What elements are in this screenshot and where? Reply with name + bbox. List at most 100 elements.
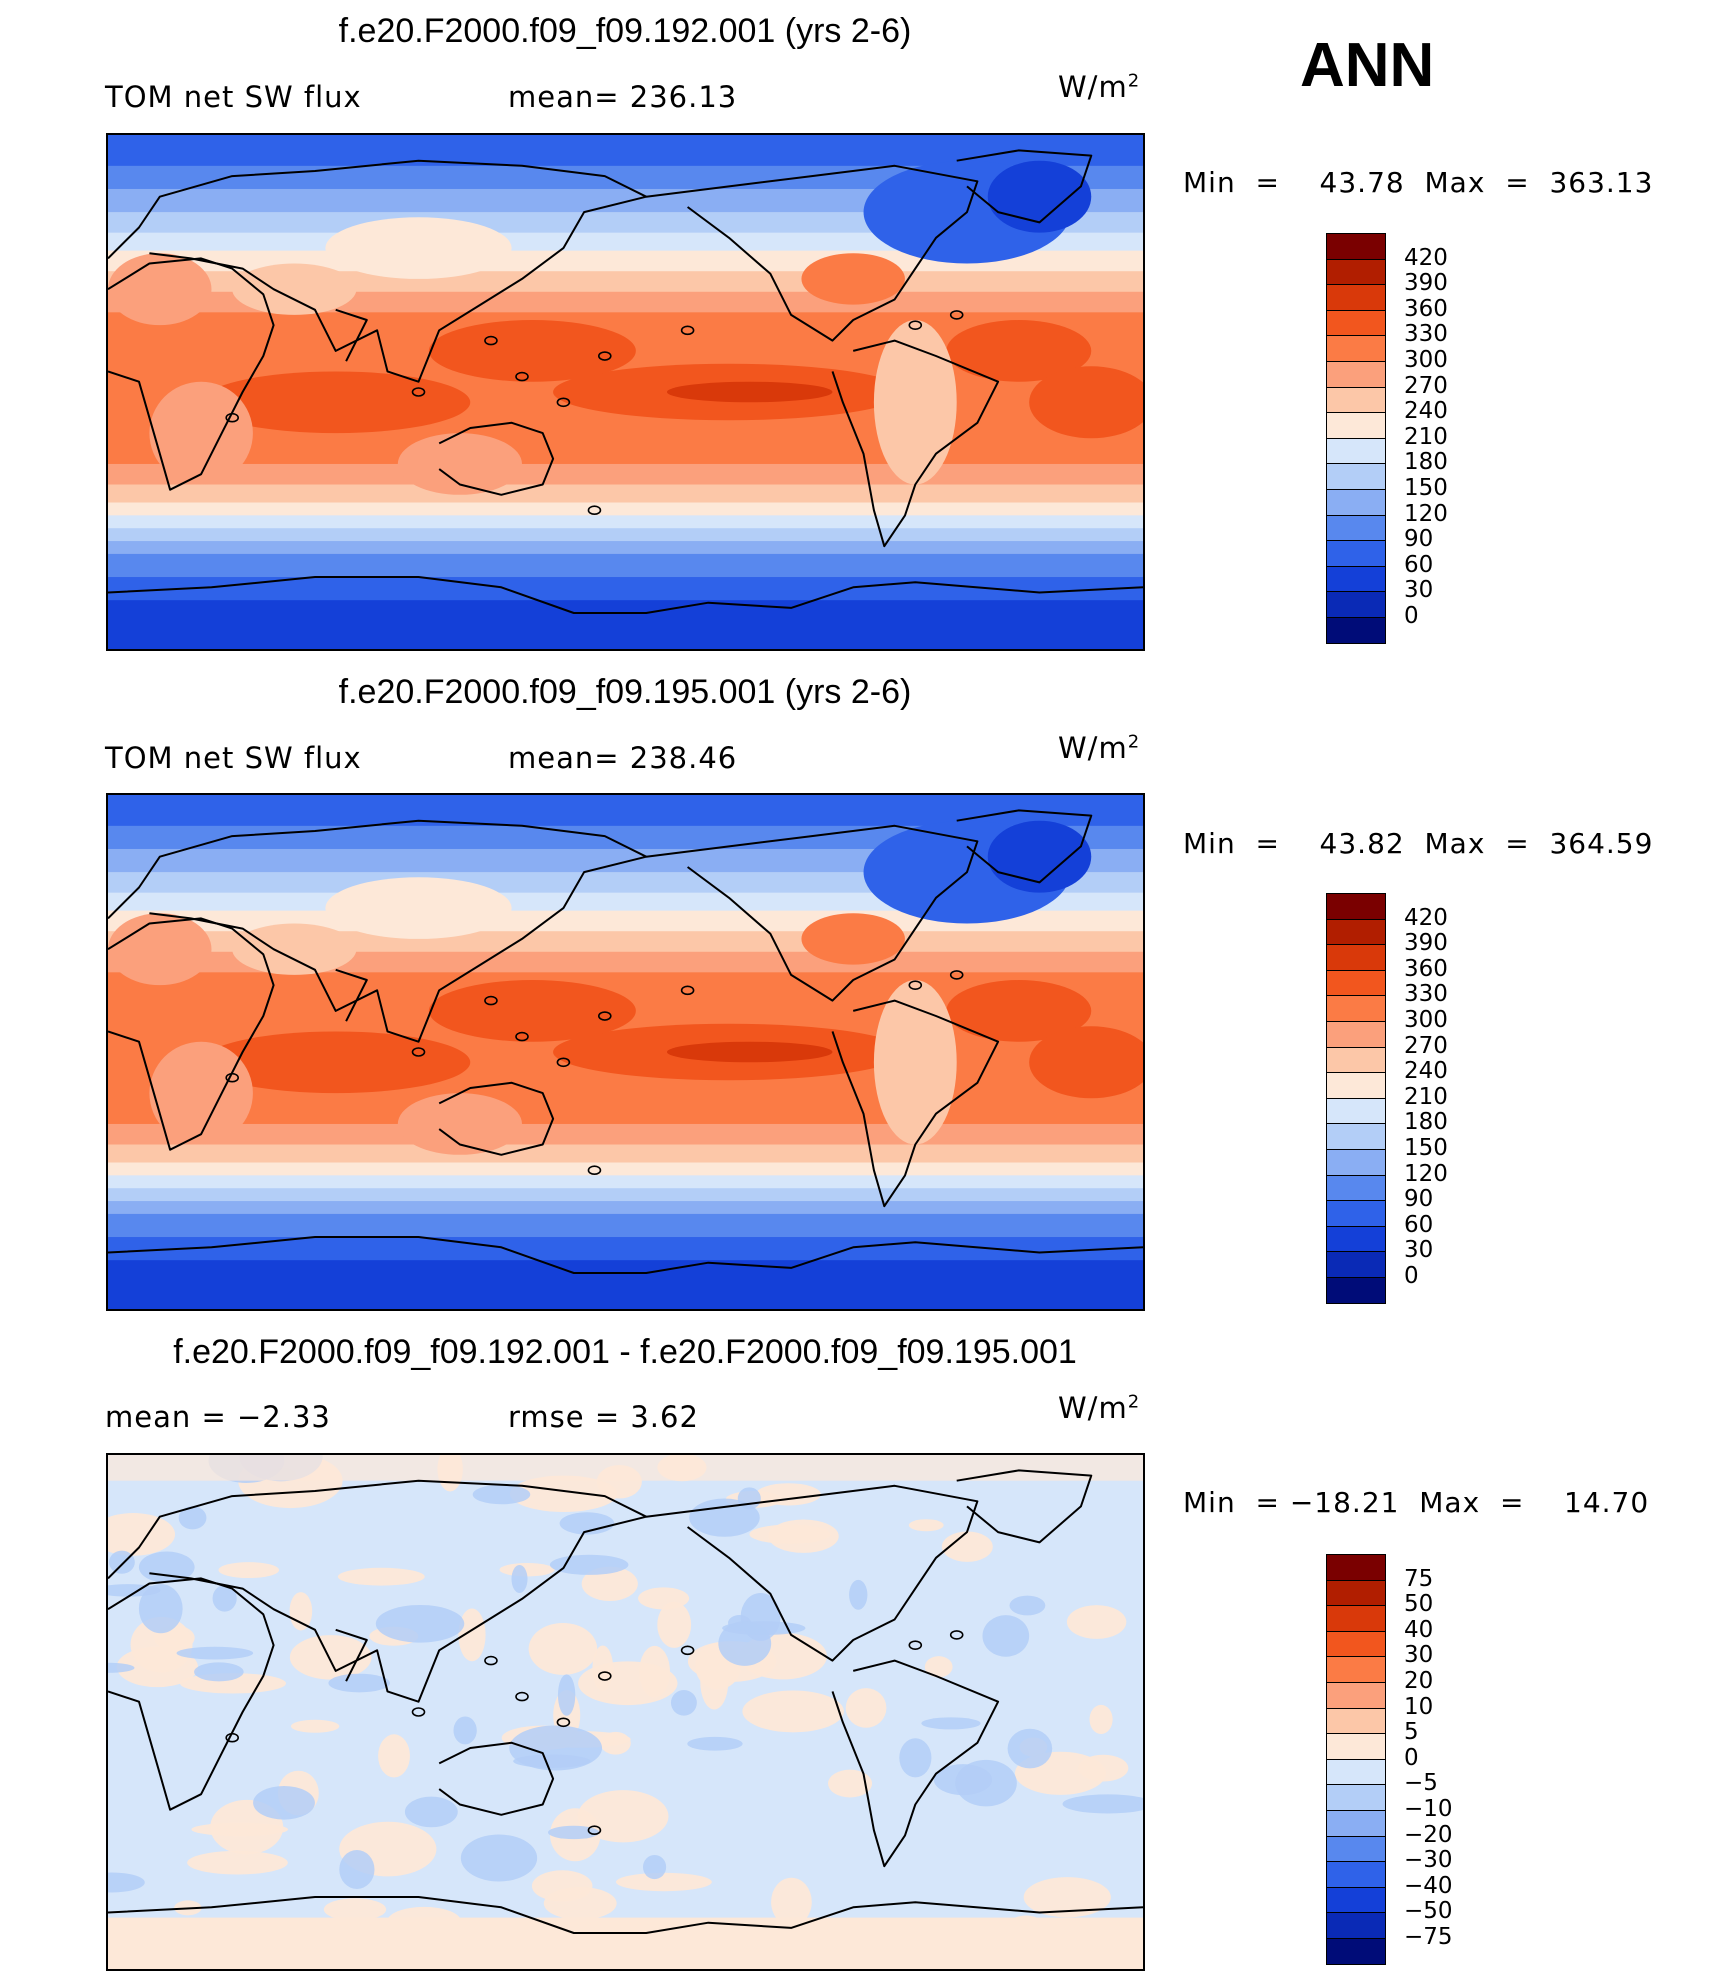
colorbar-swatch xyxy=(1326,1707,1386,1735)
colorbar-tick-label: 20 xyxy=(1404,1668,1434,1694)
colorbar-tick-label: 75 xyxy=(1404,1565,1434,1592)
colorbar-tick-label: 420 xyxy=(1404,244,1448,271)
colorbar-tick-label: 270 xyxy=(1404,1032,1448,1059)
colorbar-tick-label: 90 xyxy=(1404,1186,1434,1213)
colorbar-swatch xyxy=(1326,1835,1386,1863)
colorbar-swatch xyxy=(1326,335,1386,362)
colorbar-swatch xyxy=(1326,1277,1386,1304)
colorbar-tick-label: 5 xyxy=(1404,1719,1419,1746)
colorbar-swatch xyxy=(1326,1123,1386,1150)
colorbar-tick-label: 240 xyxy=(1404,1058,1448,1085)
colorbar-tick-label: 60 xyxy=(1404,1211,1434,1238)
colorbar-tick-label: 360 xyxy=(1404,955,1448,982)
colorbar-swatch xyxy=(1326,463,1386,490)
colorbar-swatch xyxy=(1326,386,1386,414)
colorbar-tick-label: −5 xyxy=(1404,1770,1438,1797)
colorbar-swatch xyxy=(1326,944,1386,971)
colorbar-swatch xyxy=(1326,489,1386,516)
colorbar-tick-label: −10 xyxy=(1404,1796,1453,1822)
colorbar-swatch xyxy=(1326,1886,1386,1914)
colorbar-swatch xyxy=(1326,412,1386,439)
panel-1-units: W/m2 xyxy=(1058,70,1141,104)
colorbar-tick-label: 150 xyxy=(1404,1135,1448,1161)
colorbar-swatch xyxy=(1326,1912,1386,1939)
colorbar-tick-label: 240 xyxy=(1404,398,1448,425)
colorbar-swatch xyxy=(1326,565,1386,593)
colorbar-tick-label: 0 xyxy=(1404,1263,1419,1289)
colorbar-swatch xyxy=(1326,1149,1386,1176)
panel-3-mean-label: mean = −2.33 xyxy=(105,1400,331,1434)
colorbar-swatch xyxy=(1326,918,1386,946)
colorbar-swatch xyxy=(1326,1810,1386,1837)
colorbar-swatch xyxy=(1326,1605,1386,1632)
panel-1-minmax: Min = 43.78 Max = 363.13 xyxy=(1183,166,1654,199)
colorbar-swatch xyxy=(1326,514,1386,542)
colorbar-swatch xyxy=(1326,1861,1386,1888)
colorbar-tick-label: 50 xyxy=(1404,1591,1434,1618)
colorbar-swatch xyxy=(1326,1046,1386,1074)
colorbar-swatch xyxy=(1326,617,1386,644)
panel-3-colorbar: 75 50 40 30 20 10 5 0 −5 −10 −20 −30 −40 −50 −75 xyxy=(1326,1554,1453,1965)
colorbar-tick-label: 10 xyxy=(1404,1693,1434,1720)
colorbar-tick-label: 390 xyxy=(1404,930,1448,957)
panel-1-variable-label: TOM net SW flux xyxy=(105,80,362,114)
panel-2-title: f.e20.F2000.f09_f09.195.001 (yrs 2-6) xyxy=(338,673,912,711)
colorbar-tick-label: 300 xyxy=(1404,1007,1448,1033)
colorbar-swatch xyxy=(1326,1554,1386,1581)
colorbar-tick-label: 30 xyxy=(1404,1237,1434,1264)
colorbar-tick-label: 180 xyxy=(1404,449,1448,476)
colorbar-swatch xyxy=(1326,1200,1386,1227)
colorbar-tick-label: 330 xyxy=(1404,981,1448,1008)
colorbar-tick-label: 210 xyxy=(1404,1083,1448,1110)
panel-1-map xyxy=(106,133,1145,651)
colorbar-tick-label: 270 xyxy=(1404,372,1448,399)
colorbar-swatch xyxy=(1326,1733,1386,1760)
colorbar-tick-label: 30 xyxy=(1404,1642,1434,1669)
colorbar-tick-label: 120 xyxy=(1404,500,1448,527)
colorbar-tick-label: 210 xyxy=(1404,423,1448,450)
colorbar-swatch xyxy=(1326,1021,1386,1048)
panel-2-variable-label: TOM net SW flux xyxy=(105,741,362,775)
panel-2-units: W/m2 xyxy=(1058,731,1141,765)
colorbar-swatch xyxy=(1326,1630,1386,1658)
panel-2-minmax: Min = 43.82 Max = 364.59 xyxy=(1183,827,1654,860)
colorbar-swatch xyxy=(1326,284,1386,311)
colorbar-swatch xyxy=(1326,1758,1386,1786)
colorbar-swatch xyxy=(1326,1682,1386,1709)
colorbar-tick-label: −20 xyxy=(1404,1821,1453,1848)
panel-2-colorbar: 420 390 360 330 300 270 240 210 180 150 120 90 60 30 0 xyxy=(1326,893,1448,1304)
colorbar-swatch xyxy=(1326,1938,1386,1965)
colorbar-swatch xyxy=(1326,233,1386,260)
panel-3-rmse-label: rmse = 3.62 xyxy=(508,1400,699,1434)
colorbar-tick-label: 120 xyxy=(1404,1160,1448,1187)
colorbar-tick-label: −30 xyxy=(1404,1847,1453,1874)
colorbar-swatch xyxy=(1326,1251,1386,1278)
colorbar-swatch xyxy=(1326,437,1386,465)
colorbar-tick-label: 90 xyxy=(1404,526,1434,553)
colorbar-tick-label: 0 xyxy=(1404,603,1419,629)
colorbar-tick-label: −50 xyxy=(1404,1898,1453,1925)
panel-2-map xyxy=(106,793,1145,1311)
colorbar-tick-label: 180 xyxy=(1404,1109,1448,1136)
colorbar-swatch xyxy=(1326,1784,1386,1811)
colorbar-tick-label: 30 xyxy=(1404,577,1434,604)
colorbar-swatch xyxy=(1326,1225,1386,1253)
panel-1-mean-label: mean= 236.13 xyxy=(508,80,738,114)
colorbar-tick-label: 40 xyxy=(1404,1616,1434,1643)
colorbar-swatch xyxy=(1326,1656,1386,1683)
colorbar-tick-label: −40 xyxy=(1404,1872,1453,1899)
colorbar-tick-label: −75 xyxy=(1404,1924,1453,1950)
colorbar-swatch xyxy=(1326,1072,1386,1099)
colorbar-swatch xyxy=(1326,258,1386,286)
colorbar-tick-label: 150 xyxy=(1404,475,1448,501)
panel-3-units: W/m2 xyxy=(1058,1391,1141,1425)
colorbar-swatch xyxy=(1326,1097,1386,1125)
colorbar-tick-label: 420 xyxy=(1404,904,1448,931)
colorbar-swatch xyxy=(1326,361,1386,388)
panel-1-title: f.e20.F2000.f09_f09.192.001 (yrs 2-6) xyxy=(338,12,912,50)
panel-2-mean-label: mean= 238.46 xyxy=(508,741,738,775)
colorbar-swatch xyxy=(1326,309,1386,337)
colorbar-tick-label: 60 xyxy=(1404,551,1434,578)
panel-1-colorbar: 420 390 360 330 300 270 240 210 180 150 120 90 60 30 0 xyxy=(1326,233,1448,644)
colorbar-swatch xyxy=(1326,591,1386,618)
